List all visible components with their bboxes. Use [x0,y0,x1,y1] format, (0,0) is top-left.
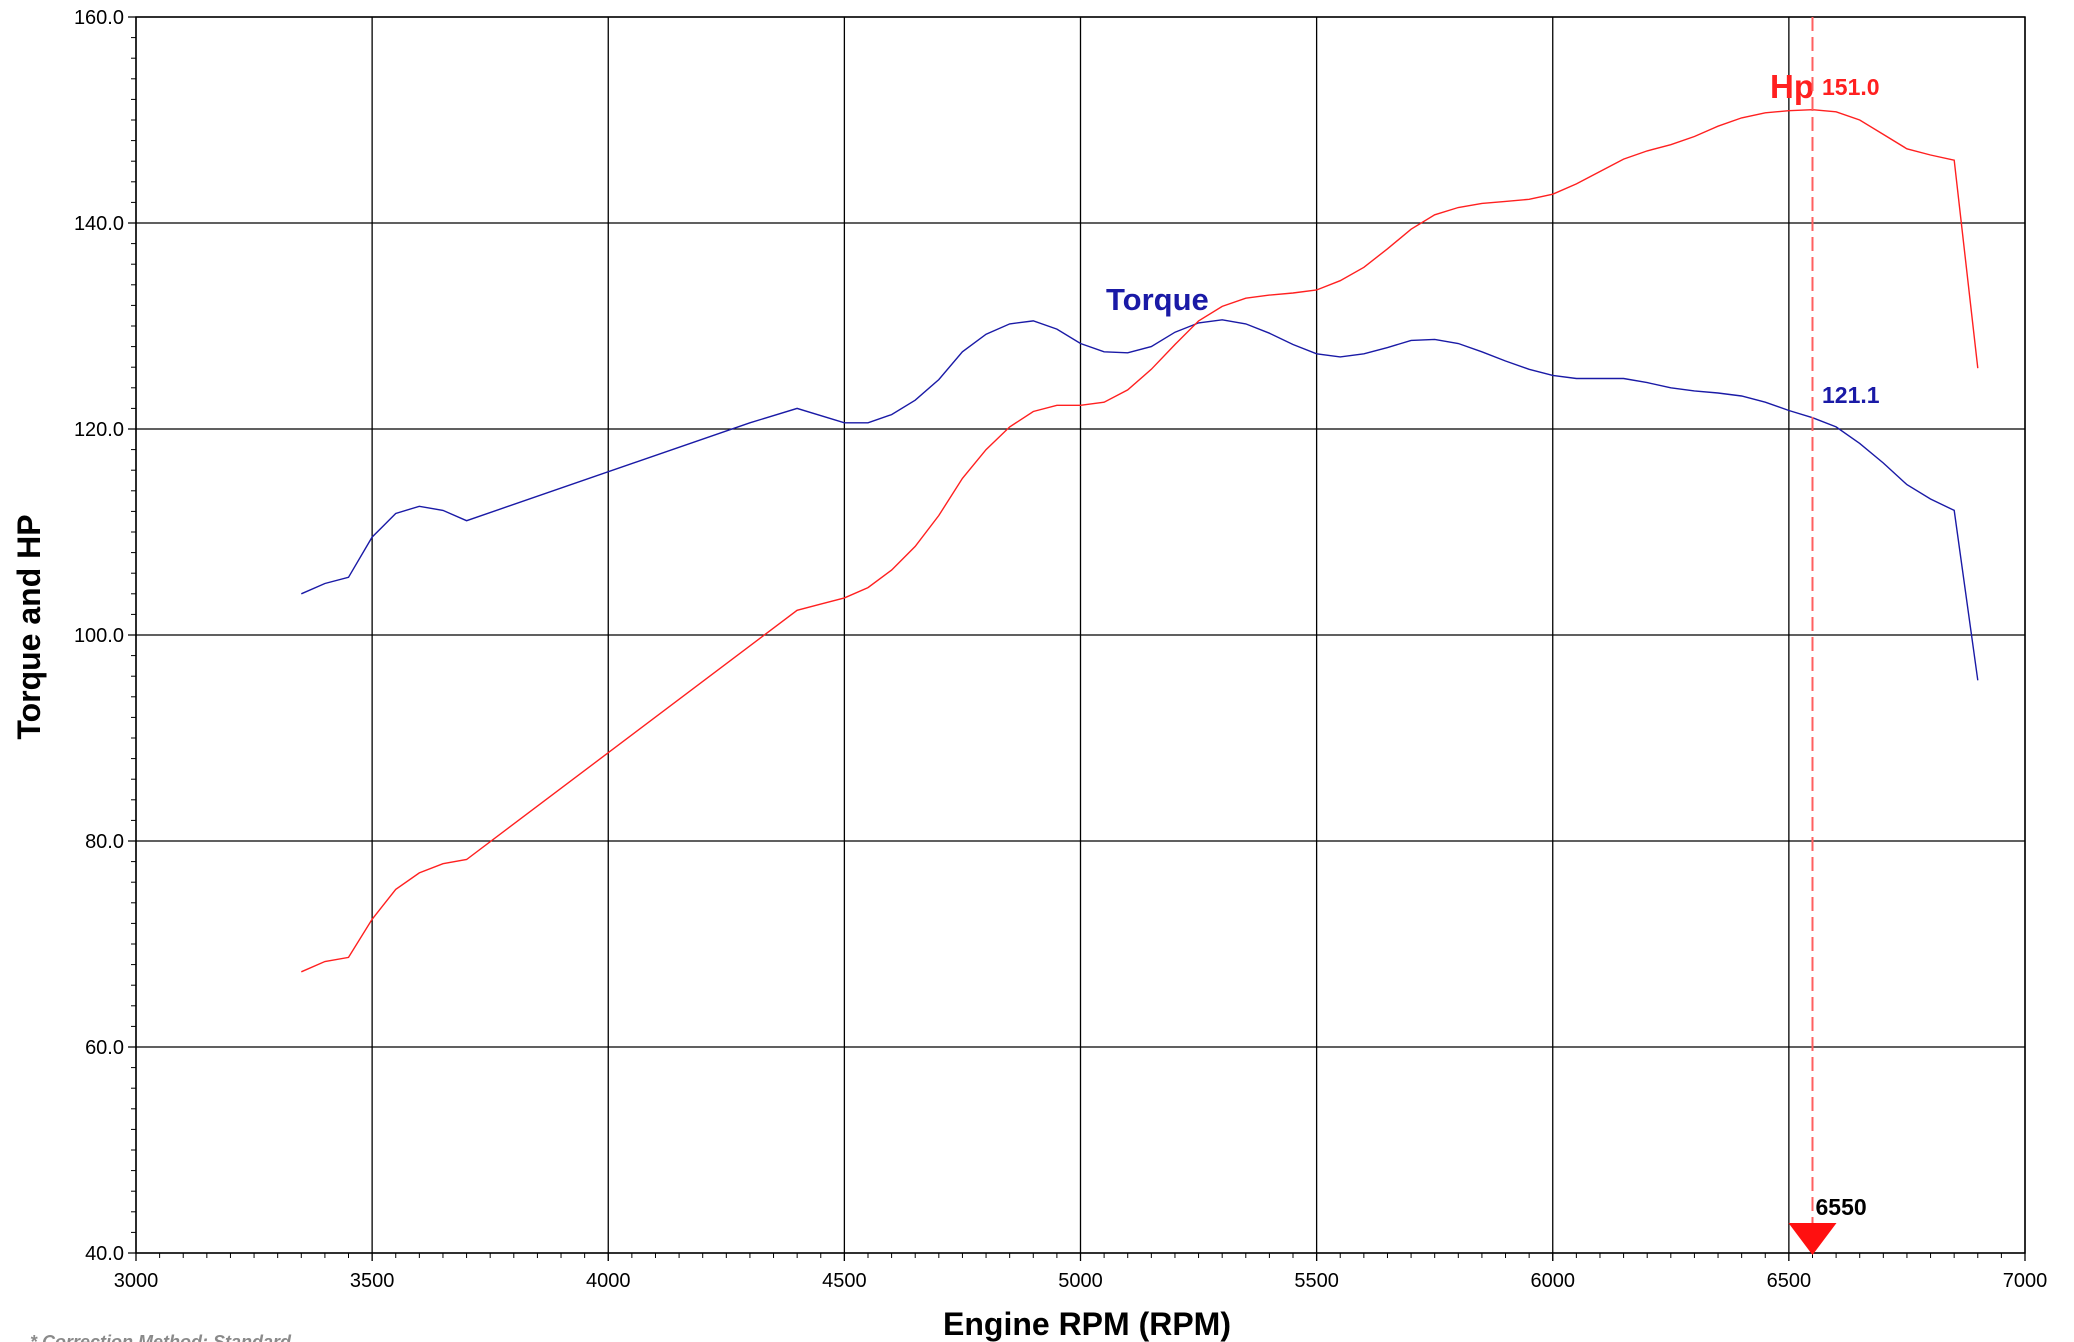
y-tick-label: 40.0 [85,1243,124,1265]
hp-line [301,108,1979,973]
hp-cursor-value: 151.0 [1822,74,1880,100]
rpm-cursor-marker[interactable] [1788,1223,1837,1255]
y-tick-label: 80.0 [85,831,124,853]
torque-cursor-value: 121.1 [1822,382,1880,408]
x-tick-label: 6500 [1767,1270,1812,1292]
x-tick-label: 7000 [2003,1270,2048,1292]
rpm-cursor-label: 6550 [1815,1194,1866,1220]
torque-line [301,319,1979,681]
x-tick-label: 3500 [350,1270,395,1292]
y-tick-label: 120.0 [74,419,124,441]
x-tick-label: 5500 [1294,1270,1339,1292]
y-axis-title: Torque and HP [11,514,47,739]
x-axis-title: Engine RPM (RPM) [943,1306,1231,1342]
y-tick-label: 60.0 [85,1037,124,1059]
torque-series-label: Torque [1106,282,1209,317]
x-tick-label: 6000 [1531,1270,1576,1292]
correction-method-footnote: * Correction Method: Standard [30,1332,292,1342]
tick-labels: 3000 3500 4000 4500 5000 5500 6000 6500 7000 40.0… [74,7,2047,1292]
hp-series-label: Hp [1770,68,1814,105]
x-tick-label: 5000 [1058,1270,1103,1292]
y-tick-label: 160.0 [74,7,124,29]
minor-ticks [128,16,2026,1261]
x-tick-label: 3000 [114,1270,159,1292]
y-tick-label: 100.0 [74,625,124,647]
chart-grid [128,16,2026,1261]
x-tick-label: 4000 [586,1270,631,1292]
x-tick-label: 4500 [822,1270,867,1292]
chart-series [301,108,1979,973]
y-tick-label: 140.0 [74,213,124,235]
